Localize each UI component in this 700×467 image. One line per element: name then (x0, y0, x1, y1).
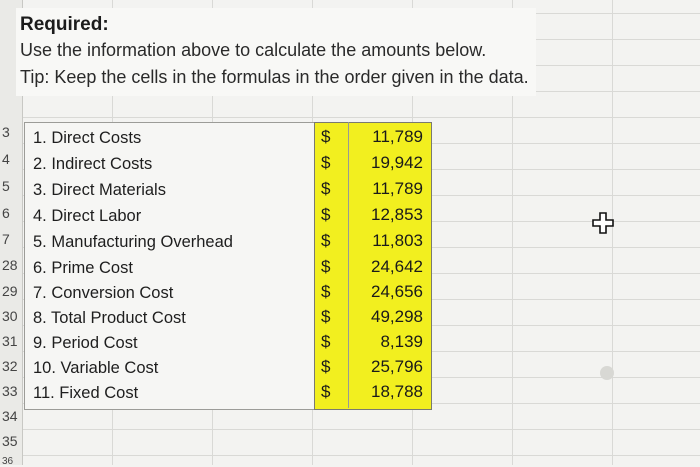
column-divider (348, 122, 349, 408)
instructions-tip: Tip: Keep the cells in the formulas in t… (20, 67, 529, 87)
instructions-line: Use the information above to calculate t… (20, 40, 487, 60)
row-number[interactable]: 30 (2, 308, 18, 324)
amount-cell[interactable]: 25,796 (371, 357, 423, 376)
row-number[interactable]: 3 (2, 124, 10, 140)
amount-cell[interactable]: 11,803 (372, 231, 423, 250)
amount-cell[interactable]: 19,942 (371, 153, 423, 172)
currency-symbol: $ (321, 382, 331, 401)
cost-label: 4. Direct Labor (33, 207, 142, 225)
row-number[interactable]: 4 (2, 151, 10, 167)
row-header-column[interactable] (0, 0, 23, 465)
row-number[interactable]: 34 (2, 408, 18, 424)
cost-label: 9. Period Cost (33, 334, 138, 352)
amount-cell[interactable]: 8,139 (380, 332, 423, 351)
cost-label: 11. Fixed Cost (33, 384, 139, 402)
cost-label: 2. Indirect Costs (33, 155, 153, 173)
row-number[interactable]: 5 (2, 178, 10, 194)
row-number[interactable]: 32 (2, 358, 18, 374)
move-cursor-icon (591, 211, 615, 235)
instructions-title: Required: (20, 14, 109, 35)
cost-label: 1. Direct Costs (33, 129, 142, 147)
amount-cell[interactable]: 11,789 (372, 127, 423, 146)
row-number[interactable]: 33 (2, 383, 18, 399)
cost-label: 3. Direct Materials (33, 181, 166, 199)
currency-symbol: $ (321, 205, 331, 224)
cost-label: 6. Prime Cost (33, 259, 133, 277)
amount-cell[interactable]: 49,298 (371, 307, 423, 326)
row-number[interactable]: 28 (2, 257, 18, 273)
currency-symbol: $ (321, 282, 331, 301)
currency-symbol: $ (321, 357, 331, 376)
cost-label: 7. Conversion Cost (33, 284, 174, 302)
instructions-box (16, 8, 536, 96)
cost-values-range[interactable]: $ 11,789 $ 19,942 $ 11,789 $ 12,853 $ 11… (314, 122, 432, 410)
amount-cell[interactable]: 24,642 (371, 257, 423, 276)
row-number[interactable]: 36 (2, 456, 14, 467)
currency-symbol: $ (321, 179, 331, 198)
amount-cell[interactable]: 12,853 (371, 205, 423, 224)
currency-symbol: $ (321, 127, 331, 146)
row-number[interactable]: 6 (2, 205, 10, 221)
currency-symbol: $ (321, 153, 331, 172)
cost-labels-range: 1. Direct Costs 2. Indirect Costs 3. Dir… (24, 122, 316, 410)
currency-symbol: $ (321, 231, 331, 250)
amount-cell[interactable]: 11,789 (372, 179, 423, 198)
cost-label: 5. Manufacturing Overhead (33, 233, 233, 251)
faint-circle-mark (600, 366, 614, 380)
row-number[interactable]: 35 (2, 433, 18, 449)
amount-cell[interactable]: 18,788 (371, 382, 423, 401)
currency-symbol: $ (321, 307, 331, 326)
row-number[interactable]: 7 (2, 231, 10, 247)
currency-symbol: $ (321, 257, 331, 276)
row-number[interactable]: 29 (2, 283, 18, 299)
cost-label: 10. Variable Cost (33, 359, 159, 377)
row-number[interactable]: 31 (2, 333, 18, 349)
amount-cell[interactable]: 24,656 (371, 282, 423, 301)
cost-label: 8. Total Product Cost (33, 309, 186, 327)
currency-symbol: $ (321, 332, 331, 351)
